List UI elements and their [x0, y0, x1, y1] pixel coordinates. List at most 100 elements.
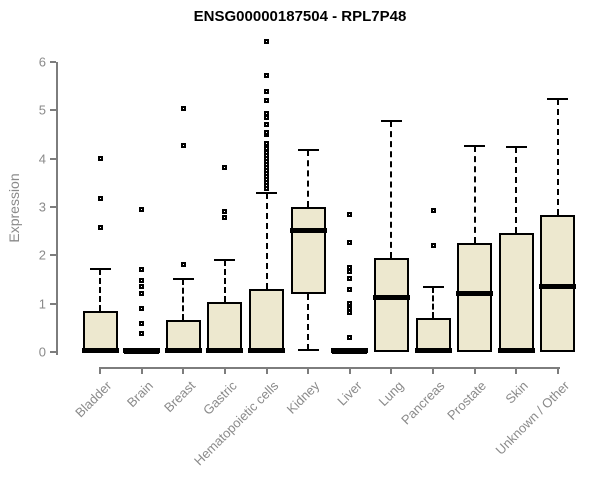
outlier-point: [264, 97, 270, 103]
y-tick: [50, 302, 56, 305]
median-line: [81, 347, 119, 353]
outlier-point: [222, 214, 228, 220]
chart-title: ENSG00000187504 - RPL7P48: [193, 8, 407, 25]
upper-whisker: [99, 268, 101, 311]
box: [290, 207, 326, 294]
x-tick-label: Gastric: [199, 378, 240, 418]
outlier-point: [97, 225, 103, 231]
outlier-point: [139, 267, 145, 273]
y-tick-label: 6: [38, 54, 46, 70]
outlier-point: [347, 305, 353, 311]
outlier-point: [264, 89, 270, 95]
y-tick: [50, 109, 56, 112]
outlier-point: [264, 145, 270, 151]
outlier-point: [347, 275, 353, 281]
y-tick-label: 1: [38, 296, 46, 312]
upper-whisker: [432, 286, 435, 319]
median-line: [248, 347, 286, 353]
upper-whisker: [307, 149, 310, 207]
upper-whisker-cap: [256, 191, 278, 194]
upper-whisker-cap: [422, 285, 444, 288]
median-line: [497, 347, 535, 353]
x-tick: [515, 367, 518, 374]
upper-whisker: [182, 279, 185, 321]
upper-whisker: [390, 120, 393, 258]
outlier-point: [139, 284, 145, 290]
outlier-point: [139, 206, 145, 212]
y-axis-line: [56, 62, 58, 355]
median-line: [539, 284, 577, 290]
y-tick: [50, 61, 56, 64]
box: [249, 289, 285, 352]
y-tick-label: 5: [38, 102, 46, 118]
x-axis-line: [100, 367, 560, 369]
outlier-point: [347, 300, 353, 306]
x-tick: [432, 367, 435, 374]
x-tick-label: Prostate: [444, 378, 490, 423]
outlier-point: [139, 290, 145, 296]
x-tick-label: Pancreas: [398, 378, 448, 428]
upper-whisker-cap: [214, 259, 236, 262]
median-line: [414, 347, 452, 353]
median-line: [164, 347, 202, 353]
box: [457, 243, 493, 352]
outlier-point: [264, 72, 270, 78]
x-tick-label: Lung: [375, 378, 407, 410]
outlier-point: [264, 140, 270, 146]
outlier-point: [139, 330, 145, 336]
box: [207, 302, 243, 352]
outlier-point: [347, 265, 353, 271]
x-tick-label: Breast: [160, 378, 198, 416]
outlier-point: [97, 155, 103, 161]
upper-whisker-cap: [505, 146, 527, 149]
outlier-point: [264, 39, 270, 45]
x-tick-label: Kidney: [284, 378, 323, 417]
outlier-point: [180, 106, 186, 112]
y-tick: [50, 206, 56, 208]
x-tick: [390, 367, 393, 374]
box: [165, 320, 201, 352]
x-tick: [556, 367, 559, 374]
upper-whisker: [265, 192, 268, 290]
y-tick-label: 2: [38, 247, 46, 263]
upper-whisker-cap: [547, 98, 569, 101]
median-line: [289, 227, 327, 233]
upper-whisker-cap: [172, 278, 194, 281]
outlier-point: [430, 242, 436, 248]
x-tick-label: Skin: [502, 378, 531, 407]
upper-whisker: [556, 99, 559, 215]
x-tick: [223, 367, 226, 374]
lower-whisker: [307, 294, 310, 350]
outlier-point: [264, 122, 270, 128]
y-tick-label: 0: [38, 344, 46, 360]
outlier-point: [347, 286, 353, 292]
x-tick: [307, 367, 310, 374]
x-tick-label: Bladder: [72, 378, 115, 421]
outlier-point: [139, 305, 145, 311]
upper-whisker: [473, 145, 476, 244]
outlier-point: [264, 129, 270, 135]
outlier-point: [347, 310, 353, 316]
box: [82, 310, 118, 352]
median-line: [372, 294, 410, 300]
outlier-point: [222, 209, 228, 215]
outlier-point: [430, 208, 436, 214]
upper-whisker: [515, 147, 518, 234]
outlier-point: [97, 196, 103, 202]
upper-whisker-cap: [297, 148, 319, 151]
x-tick: [140, 367, 143, 374]
x-tick: [182, 367, 185, 374]
upper-whisker-cap: [89, 267, 111, 270]
box: [498, 233, 534, 352]
y-tick-label: 3: [38, 199, 46, 215]
x-tick: [473, 367, 476, 374]
outlier-point: [180, 142, 186, 148]
x-tick: [348, 367, 351, 374]
box: [540, 214, 576, 352]
median-line: [331, 348, 369, 354]
median-line: [123, 348, 161, 354]
y-tick-label: 4: [38, 151, 46, 167]
x-tick-label: Liver: [333, 378, 365, 409]
